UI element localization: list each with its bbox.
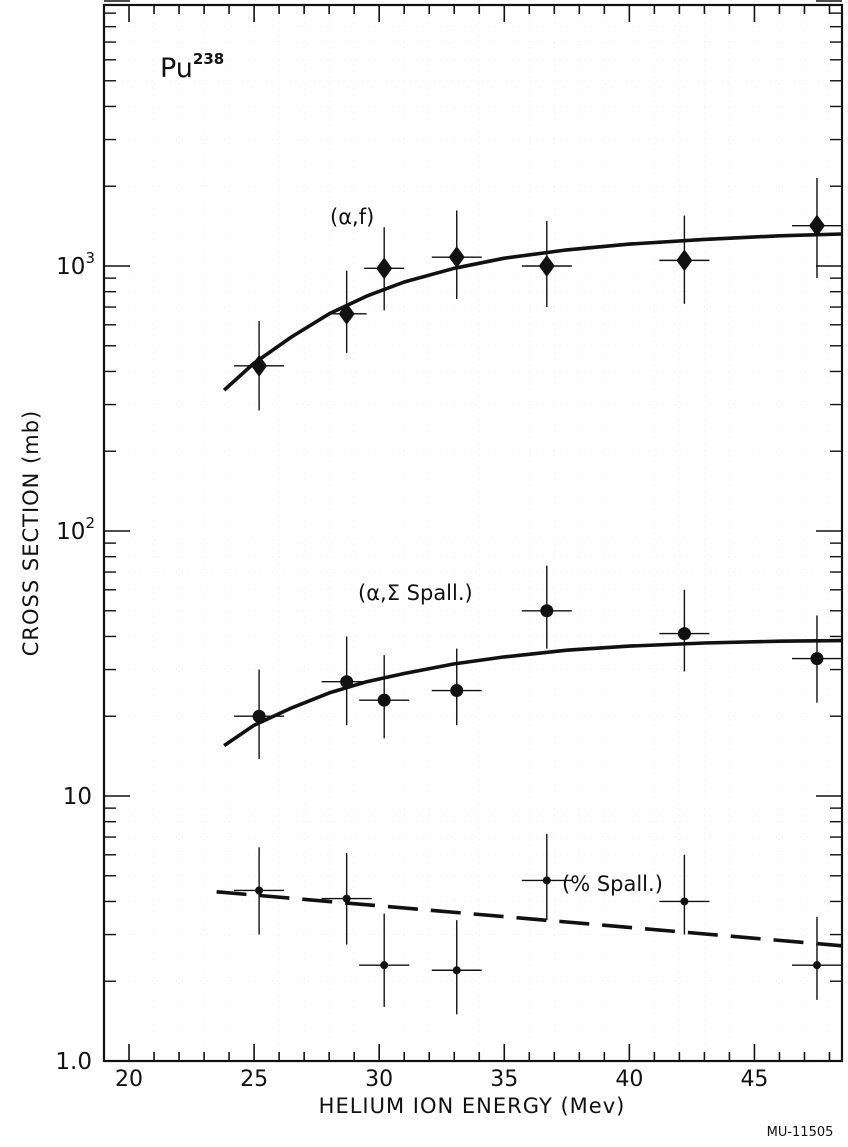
data-point-circle [252, 709, 266, 723]
data-point-small [380, 961, 389, 970]
x-tick-label: 35 [490, 1067, 518, 1092]
x-tick-label: 25 [240, 1067, 268, 1092]
data-point-circle [540, 604, 554, 618]
data-point-diamond [808, 214, 825, 237]
data-point-diamond [251, 354, 268, 377]
data-points [234, 177, 842, 1015]
x-tick-label: 40 [615, 1067, 643, 1092]
fit-curve-series-1 [222, 232, 843, 392]
y-tick-label: 1.0 [55, 1049, 92, 1075]
y-tick-labels: 1.0 10 102 103 [55, 249, 95, 1075]
data-point-small [255, 886, 264, 895]
plot-frame [102, 3, 844, 1063]
data-point-circle [450, 684, 464, 698]
series-label-1: (α,f) [330, 205, 374, 229]
data-point-small [342, 894, 351, 903]
data-point-small [542, 876, 551, 885]
y-tick-label: 103 [56, 249, 95, 280]
fit-curve-series-2 [223, 638, 843, 748]
data-point-circle [677, 627, 691, 641]
x-tick-labels: 20 25 30 35 40 45 [115, 1067, 768, 1092]
data-point-diamond [676, 249, 693, 272]
data-point-diamond [448, 246, 465, 269]
axis-ticks [104, 0, 842, 1062]
data-point-circle [810, 652, 824, 666]
series-label-3: (% Spall.) [562, 872, 663, 896]
minor-grid [104, 5, 842, 1061]
x-tick-label: 45 [740, 1067, 768, 1092]
fit-curve-series-3 [216, 890, 843, 948]
data-point-diamond [538, 255, 555, 277]
data-point-small [452, 966, 461, 975]
x-tick-label: 20 [115, 1067, 143, 1092]
figure-id: MU-11505 [767, 1125, 834, 1140]
series-label-2: (α,Σ Spall.) [358, 581, 473, 605]
data-point-circle [377, 693, 391, 707]
data-point-diamond [376, 257, 393, 280]
data-point-diamond [338, 302, 355, 325]
series-labels: (α,f) (α,Σ Spall.) (% Spall.) [330, 205, 663, 896]
data-point-small [812, 961, 821, 970]
data-point-circle [340, 675, 354, 689]
x-axis-title: HELIUM ION ENERGY (Mev) [319, 1094, 626, 1118]
data-point-small [680, 897, 689, 906]
x-tick-label: 30 [365, 1067, 393, 1092]
y-axis-title: CROSS SECTION (mb) [19, 410, 43, 657]
fit-curves [216, 232, 843, 948]
y-tick-label: 102 [56, 514, 95, 545]
y-tick-label: 10 [63, 784, 92, 810]
panel-title: Pu238 [160, 50, 224, 84]
